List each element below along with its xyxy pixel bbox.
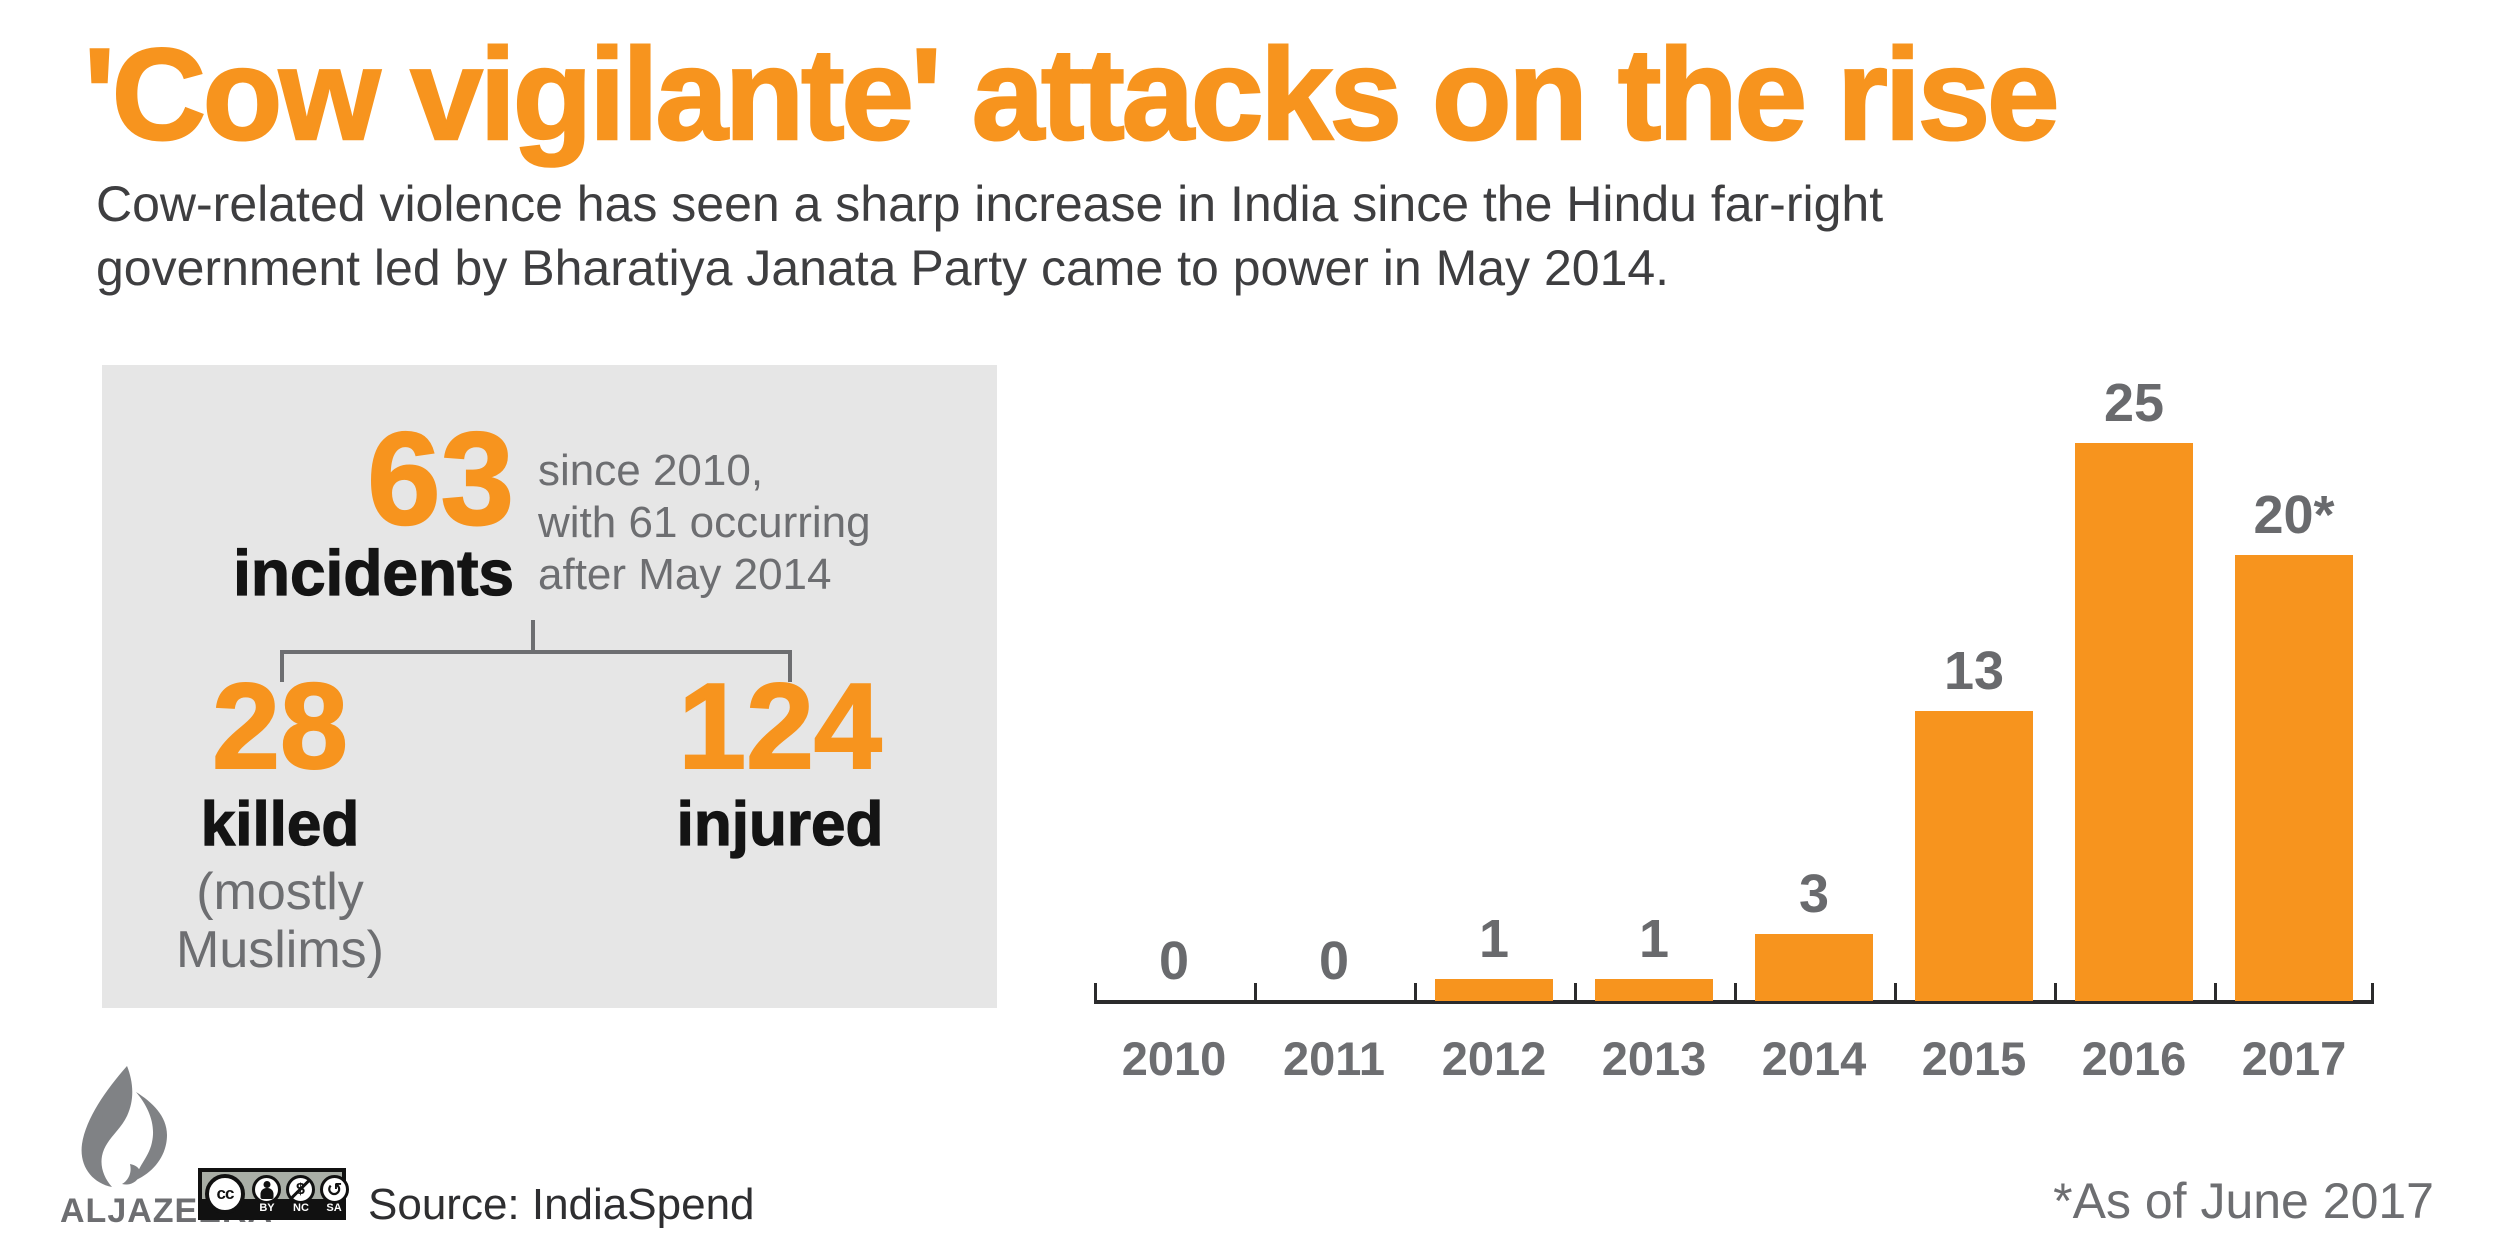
x-axis-tick-label: 2011 — [1283, 1032, 1385, 1085]
bar-value-label: 13 — [1943, 641, 2005, 701]
cc-nc-label: NC — [293, 1202, 309, 1214]
chart-footnote: *As of June 2017 — [2053, 1173, 2434, 1229]
incidents-label: incidents — [232, 537, 514, 609]
bracket-left-end — [280, 650, 284, 682]
cc-icon: cc — [205, 1174, 245, 1214]
person-head — [263, 1181, 270, 1188]
bar-value-label: 25 — [2103, 373, 2165, 433]
axis-tick — [2054, 983, 2057, 1000]
page-title: 'Cow vigilante' attacks on the rise — [83, 21, 2061, 167]
axis-tick — [2214, 983, 2217, 1000]
bar-value-label: 3 — [1798, 864, 1830, 924]
bar-value-label: 0 — [1158, 931, 1190, 991]
bar-value-label: 20* — [2253, 485, 2335, 545]
cc-nc-icon: $ — [286, 1175, 315, 1204]
bar-slot-2010: 0 2010 — [1094, 380, 1254, 1084]
x-axis-tick-label: 2016 — [2081, 1032, 2187, 1085]
x-axis-tick-label: 2012 — [1441, 1032, 1547, 1085]
x-axis-tick-label: 2013 — [1601, 1032, 1707, 1085]
x-axis-tick-label: 2017 — [2241, 1032, 2347, 1085]
bar-2015 — [1915, 711, 2033, 1001]
axis-tick — [1254, 983, 1257, 1000]
injured-value: 124 — [677, 658, 883, 794]
bar-2017 — [2235, 555, 2353, 1001]
bar-2014 — [1755, 934, 1873, 1001]
subtitle: Cow-related violence has seen a sharp in… — [96, 172, 1883, 300]
subtitle-line-1: Cow-related violence has seen a sharp in… — [96, 176, 1884, 232]
x-axis-line — [1094, 1000, 2374, 1004]
axis-tick — [1734, 983, 1737, 1000]
source-credit: Source: IndiaSpend — [368, 1180, 755, 1229]
x-axis-tick-label: 2010 — [1121, 1032, 1227, 1085]
bar-value-label: 1 — [1638, 909, 1670, 969]
bracket-right-end — [788, 650, 792, 682]
bar-2013 — [1595, 979, 1713, 1001]
bar-value-label: 0 — [1318, 931, 1350, 991]
stats-panel: 63 incidents since 2010, with 61 occurri… — [102, 365, 997, 1008]
killed-sublabel: (mostly Muslims) — [176, 863, 384, 980]
bar-2016 — [2075, 443, 2193, 1001]
bar-chart: 0 2010 0 2011 1 2012 1 2013 3 2014 13 2015 25 2016 20*… — [1094, 376, 2374, 1084]
bar-slot-2015: 13 2015 — [1894, 380, 2054, 1084]
axis-tick — [2371, 983, 2374, 1000]
axis-tick — [1574, 983, 1577, 1000]
killed-value: 28 — [211, 658, 349, 794]
cc-by-label: BY — [259, 1202, 275, 1214]
incidents-note: since 2010, with 61 occurring after May … — [538, 446, 871, 599]
cc-sa-label: SA — [326, 1202, 342, 1214]
bracket-stem — [531, 620, 535, 654]
person-body — [260, 1188, 273, 1199]
subtitle-line-2: government led by Bharatiya Janata Party… — [96, 240, 1670, 296]
injured-stat: 124 injured — [620, 658, 940, 863]
aljazeera-logo-icon — [81, 1066, 167, 1187]
cc-by-icon — [252, 1175, 281, 1204]
bar-slot-2013: 1 2013 — [1574, 380, 1734, 1084]
cc-license-badge: cc $ ↺ BY NC SA — [198, 1168, 349, 1220]
bar-slot-2011: 0 2011 — [1254, 380, 1414, 1084]
killed-stat: 28 killed (mostly Muslims) — [120, 658, 440, 980]
bar-slot-2014: 3 2014 — [1734, 380, 1894, 1084]
incidents-total: 63 — [366, 405, 515, 552]
bar-2012 — [1435, 979, 1553, 1001]
x-axis-tick-label: 2014 — [1761, 1032, 1867, 1085]
bar-slot-2016: 25 2016 — [2054, 376, 2214, 1084]
axis-tick — [1414, 983, 1417, 1000]
axis-tick — [1094, 983, 1097, 1000]
bar-value-label: 1 — [1478, 909, 1510, 969]
bar-slot-2017: 20* 2017 — [2214, 380, 2374, 1084]
injured-label: injured — [676, 790, 884, 860]
killed-label: killed — [200, 790, 360, 860]
axis-tick — [1894, 983, 1897, 1000]
x-axis-tick-label: 2015 — [1921, 1032, 2027, 1085]
cc-sa-icon: ↺ — [320, 1175, 349, 1204]
bar-slot-2012: 1 2012 — [1414, 380, 1574, 1084]
bracket-bar — [280, 650, 792, 654]
